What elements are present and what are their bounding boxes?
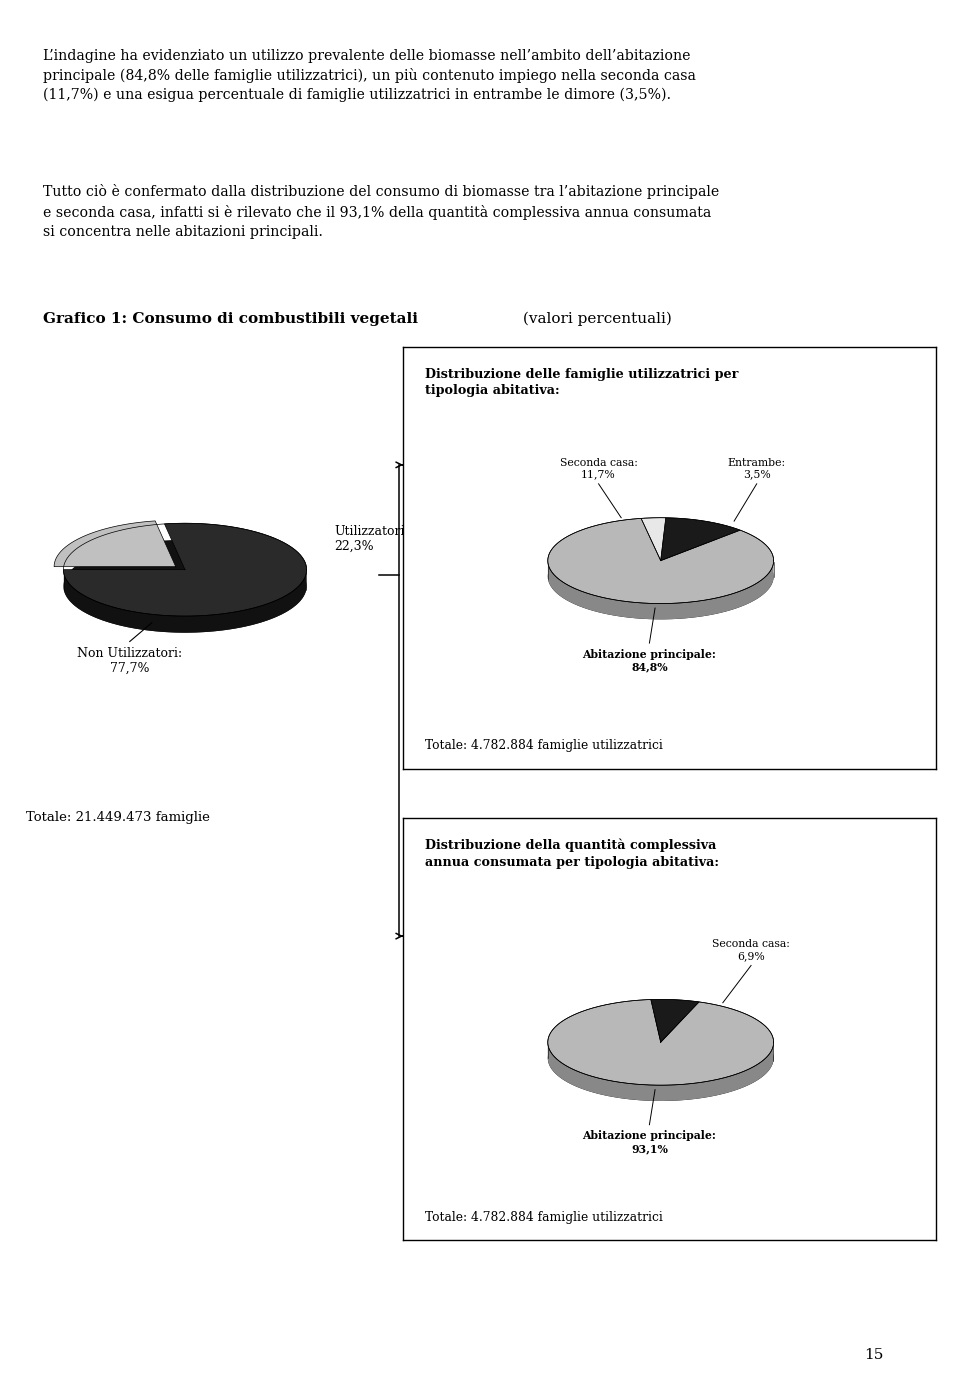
Text: Grafico 1: Consumo di combustibili vegetali: Grafico 1: Consumo di combustibili veget… bbox=[43, 312, 419, 326]
Polygon shape bbox=[63, 524, 306, 617]
Polygon shape bbox=[660, 518, 740, 560]
Polygon shape bbox=[548, 518, 774, 603]
Text: Entrambe:
3,5%: Entrambe: 3,5% bbox=[728, 457, 786, 480]
Text: Distribuzione della quantità complessiva
annua consumata per tipologia abitativa: Distribuzione della quantità complessiva… bbox=[424, 839, 718, 869]
Text: Totale: 4.782.884 famiglie utilizzatrici: Totale: 4.782.884 famiglie utilizzatrici bbox=[424, 1210, 662, 1224]
Polygon shape bbox=[548, 561, 774, 620]
Text: Seconda casa:
6,9%: Seconda casa: 6,9% bbox=[712, 940, 790, 960]
Polygon shape bbox=[641, 518, 666, 560]
Text: Abitazione principale:
93,1%: Abitazione principale: 93,1% bbox=[583, 1131, 716, 1155]
Polygon shape bbox=[63, 574, 306, 632]
Text: Distribuzione delle famiglie utilizzatrici per
tipologia abitativa:: Distribuzione delle famiglie utilizzatri… bbox=[424, 367, 738, 398]
Text: Totale: 4.782.884 famiglie utilizzatrici: Totale: 4.782.884 famiglie utilizzatrici bbox=[424, 739, 662, 753]
Polygon shape bbox=[548, 1015, 774, 1100]
Polygon shape bbox=[548, 534, 774, 620]
Polygon shape bbox=[548, 1042, 774, 1100]
Text: Totale: 21.449.473 famiglie: Totale: 21.449.473 famiglie bbox=[27, 811, 210, 825]
Text: Abitazione principale:
84,8%: Abitazione principale: 84,8% bbox=[583, 649, 716, 672]
Polygon shape bbox=[54, 521, 176, 567]
Polygon shape bbox=[651, 999, 699, 1042]
Polygon shape bbox=[548, 999, 774, 1085]
Text: L’indagine ha evidenziato un utilizzo prevalente delle biomasse nell’ambito dell: L’indagine ha evidenziato un utilizzo pr… bbox=[43, 49, 696, 103]
Text: Non Utilizzatori:
77,7%: Non Utilizzatori: 77,7% bbox=[77, 647, 182, 675]
Text: Utilizzatori:
22,3%: Utilizzatori: 22,3% bbox=[334, 525, 409, 553]
Polygon shape bbox=[63, 539, 306, 632]
Text: Seconda casa:
11,7%: Seconda casa: 11,7% bbox=[560, 457, 637, 480]
Text: 15: 15 bbox=[864, 1347, 883, 1362]
Text: Tutto ciò è confermato dalla distribuzione del consumo di biomasse tra l’abitazi: Tutto ciò è confermato dalla distribuzio… bbox=[43, 184, 719, 238]
Text: (valori percentuali): (valori percentuali) bbox=[518, 312, 672, 326]
